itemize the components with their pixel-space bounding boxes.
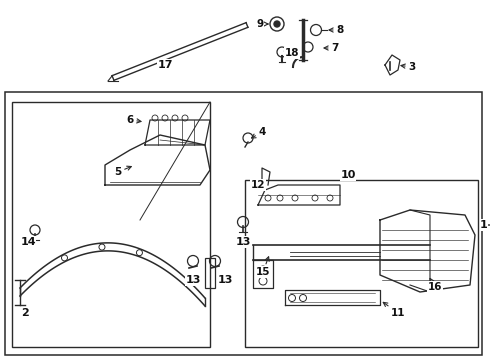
Text: 11: 11 (383, 302, 405, 318)
Text: 13: 13 (185, 275, 201, 285)
Text: 8: 8 (329, 25, 343, 35)
Text: 10: 10 (341, 170, 356, 180)
Text: 4: 4 (251, 127, 266, 138)
Text: 13: 13 (235, 237, 251, 247)
Bar (5, 92, 482, 355)
Text: 18: 18 (284, 48, 299, 58)
Text: 1: 1 (480, 220, 488, 230)
Text: 6: 6 (126, 115, 141, 125)
Text: 12: 12 (251, 180, 265, 190)
Bar (12, 102, 210, 347)
Text: 14: 14 (20, 237, 36, 247)
Text: 13: 13 (217, 275, 233, 285)
Circle shape (274, 21, 280, 27)
Text: 7: 7 (324, 43, 339, 53)
Text: 15: 15 (256, 257, 270, 277)
Bar (245, 180, 478, 347)
Text: 3: 3 (401, 62, 416, 72)
Text: 9: 9 (256, 19, 268, 29)
Text: 2: 2 (21, 308, 29, 318)
Text: 16: 16 (428, 278, 442, 292)
Bar (205, 258, 215, 288)
Text: 17: 17 (157, 60, 173, 70)
Text: 5: 5 (114, 166, 131, 177)
